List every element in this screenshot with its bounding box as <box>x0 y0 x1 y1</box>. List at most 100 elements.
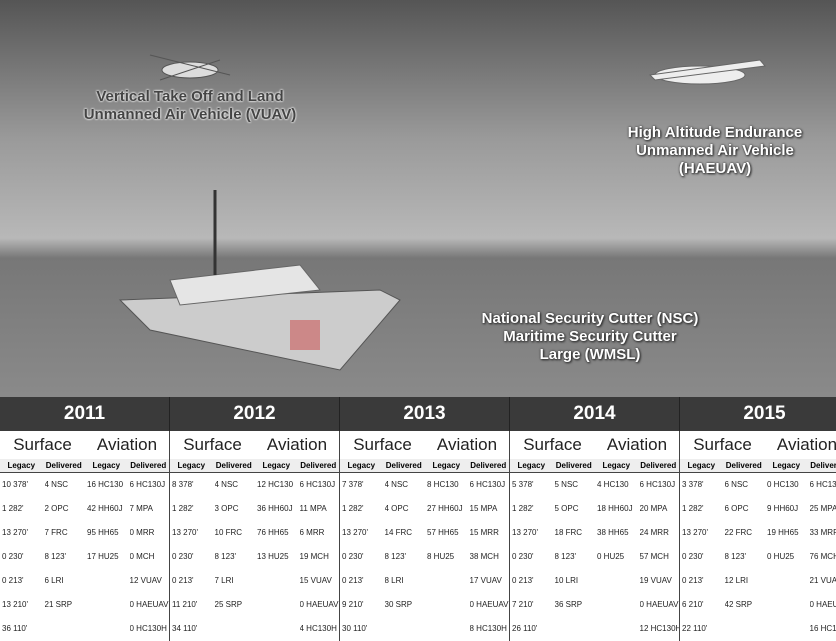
label-line: (HAEUAV) <box>590 160 836 178</box>
subhead: Legacy <box>340 459 383 473</box>
table-cell: 8 123' <box>45 547 86 567</box>
table-cell: 25 MPA <box>810 499 836 519</box>
table-cell: 6 HC130J <box>470 475 511 495</box>
table-cell: 18 FRC <box>555 523 596 543</box>
table-cell: 0 230' <box>2 547 43 567</box>
table-cell: 8 378' <box>172 475 213 495</box>
table-cell: 2 OPC <box>45 499 86 519</box>
table-cell: 0 HAEUAV <box>640 595 681 615</box>
group-header: Surface <box>510 431 595 459</box>
table-cell: 1 282' <box>2 499 43 519</box>
table-cell: 57 HH65 <box>427 523 468 543</box>
table-cell: 12 VUAV <box>130 571 171 591</box>
table-cell: 13 270' <box>2 523 43 543</box>
table-cell: 5 OPC <box>555 499 596 519</box>
table-cell: 19 VUAV <box>640 571 681 591</box>
table-cell: 36 HH60J <box>257 499 298 519</box>
table-cell: 13 270' <box>342 523 383 543</box>
table-cell: 17 VUAV <box>470 571 511 591</box>
table-cell: 26 110' <box>512 619 553 639</box>
table-cell: 4 NSC <box>45 475 86 495</box>
table-cell: 27 HH60J <box>427 499 468 519</box>
table-cell: 0 213' <box>2 571 43 591</box>
subhead: Legacy <box>765 459 808 473</box>
table-cell: 1 282' <box>342 499 383 519</box>
table-cell: 8 HC130H <box>470 619 511 639</box>
table-cell: 8 123' <box>725 547 766 567</box>
subhead: Legacy <box>425 459 468 473</box>
table-cell: 6 210' <box>682 595 723 615</box>
subhead: Legacy <box>170 459 213 473</box>
table-cell: 4 HC130 <box>597 475 638 495</box>
table-cell: 7 LRI <box>215 571 256 591</box>
group-header: Aviation <box>255 431 340 459</box>
label-line: Large (WMSL) <box>450 346 730 364</box>
table-cell: 15 VUAV <box>300 571 341 591</box>
table-cell: 33 MRR <box>810 523 836 543</box>
table-cell: 13 HU25 <box>257 547 298 567</box>
table-cell: 10 378' <box>2 475 43 495</box>
table-cell: 8 HU25 <box>427 547 468 567</box>
table-cell: 8 123' <box>555 547 596 567</box>
table-cell: 9 210' <box>342 595 383 615</box>
table-cell: 0 HU25 <box>767 547 808 567</box>
table-cell: 0 213' <box>682 571 723 591</box>
table-cell: 0 230' <box>512 547 553 567</box>
table-cell: 0 230' <box>342 547 383 567</box>
table-cell: 7 MPA <box>130 499 171 519</box>
group-header: Aviation <box>765 431 836 459</box>
table-cell: 22 110' <box>682 619 723 639</box>
table-cell: 3 378' <box>682 475 723 495</box>
table-cell: 9 HH60J <box>767 499 808 519</box>
haeuav-label: High Altitude Endurance Unmanned Air Veh… <box>590 124 836 178</box>
group-header: Aviation <box>425 431 510 459</box>
table-cell: 8 123' <box>385 547 426 567</box>
table-cell: 38 HH65 <box>597 523 638 543</box>
table-cell: 0 HU25 <box>597 547 638 567</box>
label-line: National Security Cutter (NSC) <box>450 310 730 328</box>
table-cell: 76 MCH <box>810 547 836 567</box>
table-cell: 0 HAEUAV <box>300 595 341 615</box>
page: Vertical Take Off and Land Unmanned Air … <box>0 0 836 641</box>
table-cell: 6 MRR <box>300 523 341 543</box>
subhead: Legacy <box>255 459 298 473</box>
table-cell: 4 NSC <box>385 475 426 495</box>
table-cell: 12 HC130 <box>257 475 298 495</box>
table-cell: 6 LRI <box>45 571 86 591</box>
table-cell: 12 HC130H <box>640 619 681 639</box>
subhead: Delivered <box>43 459 86 473</box>
table-cell: 0 230' <box>682 547 723 567</box>
table-cell: 19 HH65 <box>767 523 808 543</box>
label-line: Unmanned Air Vehicle (VUAV) <box>30 106 350 124</box>
table-cell: 6 HC130J <box>130 475 171 495</box>
subhead: Delivered <box>213 459 256 473</box>
table-cell: 0 213' <box>342 571 383 591</box>
table-cell: 0 213' <box>512 571 553 591</box>
table-cell: 15 MPA <box>470 499 511 519</box>
subhead: Delivered <box>638 459 681 473</box>
year-header: 2012 <box>170 397 340 431</box>
table-cell: 0 MCH <box>130 547 171 567</box>
year-header: 2014 <box>510 397 680 431</box>
table-cell: 42 HH60J <box>87 499 128 519</box>
table-cell: 13 270' <box>512 523 553 543</box>
table-cell: 1 282' <box>172 499 213 519</box>
table-cell: 8 LRI <box>385 571 426 591</box>
table-cell: 17 HU25 <box>87 547 128 567</box>
table-cell: 0 HAEUAV <box>470 595 511 615</box>
subhead: Legacy <box>680 459 723 473</box>
label-line: Maritime Security Cutter <box>450 328 730 346</box>
table-cell: 30 110' <box>342 619 383 639</box>
group-header: Surface <box>340 431 425 459</box>
subhead: Delivered <box>723 459 766 473</box>
table-cell: 21 VUAV <box>810 571 836 591</box>
table-cell: 34 110' <box>172 619 213 639</box>
table-cell: 7 210' <box>512 595 553 615</box>
year-header: 2011 <box>0 397 170 431</box>
table-cell: 15 MRR <box>470 523 511 543</box>
table-cell: 14 FRC <box>385 523 426 543</box>
subhead: Delivered <box>468 459 511 473</box>
subhead: Legacy <box>0 459 43 473</box>
subhead: Legacy <box>595 459 638 473</box>
table-cell: 30 SRP <box>385 595 426 615</box>
